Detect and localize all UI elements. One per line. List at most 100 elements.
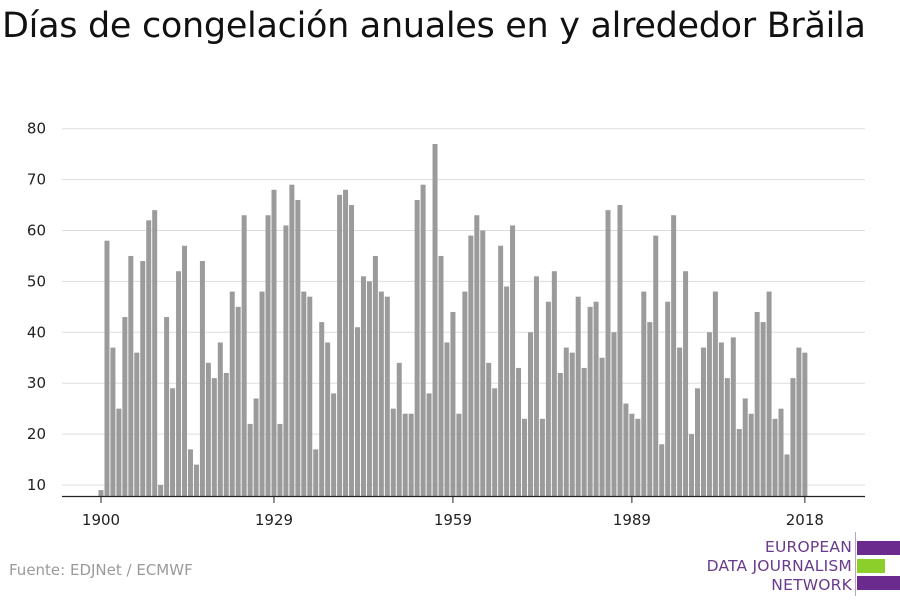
y-tick-label-30: 30 bbox=[27, 374, 46, 392]
bar-1903 bbox=[116, 408, 122, 496]
logo-line-2: DATA JOURNALISM bbox=[706, 557, 852, 575]
chart-title: Días de congelación anuales en y alreded… bbox=[2, 6, 866, 46]
bar-1953 bbox=[414, 199, 420, 496]
bar-1916 bbox=[193, 464, 199, 496]
bar-1974 bbox=[539, 418, 545, 496]
bar-1901 bbox=[104, 240, 110, 496]
bar-1993 bbox=[653, 235, 659, 496]
bar-1970 bbox=[516, 367, 522, 496]
y-tick-label-50: 50 bbox=[27, 272, 46, 290]
x-tick-label-2018: 2018 bbox=[786, 511, 824, 529]
edjnet-logo: EUROPEAN DATA JOURNALISM NETWORK bbox=[700, 532, 900, 596]
bar-1920 bbox=[217, 342, 223, 496]
bar-1956 bbox=[432, 143, 438, 496]
bar-1915 bbox=[187, 449, 193, 496]
bar-1921 bbox=[223, 373, 229, 496]
bar-1933 bbox=[295, 199, 301, 496]
bar-1900 bbox=[98, 490, 104, 496]
bar-1943 bbox=[355, 327, 360, 496]
bar-1949 bbox=[390, 408, 396, 496]
y-tick-label-80: 80 bbox=[27, 120, 46, 138]
bar-1997 bbox=[677, 347, 683, 496]
bar-1951 bbox=[402, 413, 408, 496]
bar-1992 bbox=[647, 322, 653, 496]
bar-1954 bbox=[420, 184, 426, 496]
bar-1944 bbox=[360, 276, 366, 496]
x-tick-label-1959: 1959 bbox=[434, 511, 472, 529]
bar-2018 bbox=[802, 352, 808, 496]
bar-1947 bbox=[378, 291, 384, 496]
bar-1969 bbox=[510, 225, 516, 496]
bar-1928 bbox=[265, 215, 271, 497]
bar-2016 bbox=[790, 378, 796, 496]
bar-1911 bbox=[164, 317, 170, 496]
bar-1930 bbox=[277, 423, 283, 496]
bar-2006 bbox=[730, 337, 736, 496]
bar-1925 bbox=[247, 423, 253, 496]
bar-2008 bbox=[742, 398, 748, 496]
bar-1922 bbox=[229, 291, 235, 496]
bar-1982 bbox=[587, 306, 593, 496]
bar-1907 bbox=[140, 261, 146, 496]
bar-1966 bbox=[492, 388, 498, 496]
x-tick-label-1929: 1929 bbox=[255, 511, 293, 529]
bar-2009 bbox=[748, 413, 754, 496]
source-note: Fuente: EDJNet / ECMWF bbox=[9, 561, 193, 579]
bar-1929 bbox=[271, 189, 277, 496]
bar-1931 bbox=[283, 225, 289, 496]
bar-1980 bbox=[575, 296, 581, 496]
bar-1976 bbox=[551, 271, 557, 496]
bar-2015 bbox=[784, 454, 790, 496]
logo-divider bbox=[855, 532, 856, 596]
bar-2002 bbox=[706, 332, 712, 496]
bar-1923 bbox=[235, 306, 241, 496]
y-tick-label-60: 60 bbox=[27, 222, 46, 240]
bar-1908 bbox=[146, 220, 152, 496]
bar-1919 bbox=[211, 378, 217, 496]
bar-2003 bbox=[712, 291, 718, 496]
bar-2011 bbox=[760, 322, 766, 496]
bar-1985 bbox=[605, 210, 611, 496]
bar-1975 bbox=[545, 301, 551, 496]
bar-1939 bbox=[331, 393, 337, 496]
bar-1934 bbox=[301, 291, 307, 496]
bar-1994 bbox=[659, 444, 665, 496]
bar-1960 bbox=[456, 413, 462, 496]
bar-1959 bbox=[450, 311, 456, 496]
bar-1963 bbox=[474, 215, 480, 497]
bar-1999 bbox=[689, 434, 695, 496]
bar-1991 bbox=[641, 291, 647, 496]
bar-2013 bbox=[772, 418, 778, 496]
bar-1948 bbox=[384, 296, 390, 496]
bar-1973 bbox=[533, 276, 539, 496]
bar-1904 bbox=[122, 317, 128, 496]
bar-1972 bbox=[527, 332, 533, 496]
x-tick-label-1900: 1900 bbox=[82, 511, 120, 529]
bar-1989 bbox=[629, 413, 635, 496]
y-tick-label-40: 40 bbox=[27, 323, 46, 341]
bar-1941 bbox=[343, 189, 349, 496]
bar-1983 bbox=[593, 301, 599, 496]
bar-1945 bbox=[366, 281, 372, 496]
bar-1984 bbox=[599, 357, 605, 496]
y-tick-label-10: 10 bbox=[27, 476, 46, 494]
bar-1913 bbox=[176, 271, 182, 496]
y-tick-label-70: 70 bbox=[27, 171, 46, 189]
bar-1986 bbox=[611, 332, 617, 496]
bar-1926 bbox=[253, 398, 259, 496]
bar-1957 bbox=[438, 255, 444, 496]
bar-1905 bbox=[128, 255, 134, 496]
bar-2010 bbox=[754, 311, 760, 496]
y-tick-label-20: 20 bbox=[27, 425, 46, 443]
bar-1990 bbox=[635, 418, 641, 496]
bar-2007 bbox=[736, 429, 742, 496]
bar-2001 bbox=[700, 347, 706, 496]
bar-1961 bbox=[462, 291, 468, 496]
bar-1914 bbox=[182, 245, 188, 496]
bar-1964 bbox=[480, 230, 486, 496]
bar-1935 bbox=[307, 296, 313, 496]
bar-1932 bbox=[289, 184, 295, 496]
logo-line-3: NETWORK bbox=[771, 576, 852, 594]
bar-1967 bbox=[498, 245, 504, 496]
